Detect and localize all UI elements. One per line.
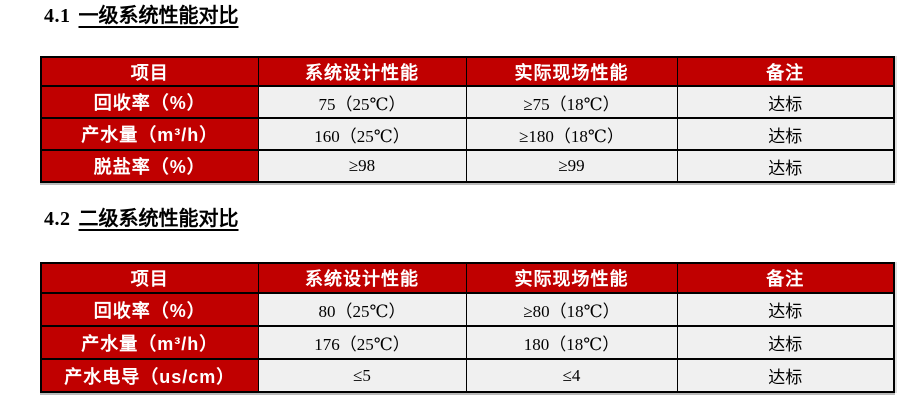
remark-cell: 达标 bbox=[676, 85, 895, 119]
design-value-cell: 80（25℃） bbox=[257, 292, 467, 327]
table-row: 脱盐率（%） ≥98 ≥99 达标 bbox=[40, 149, 895, 183]
column-header-remark: 备注 bbox=[676, 262, 895, 294]
actual-value-cell: ≥75（18℃） bbox=[465, 85, 678, 119]
section-heading-4-1: 4.1 一级系统性能对比 bbox=[44, 4, 239, 28]
section-number: 4.2 bbox=[44, 208, 71, 230]
row-header-cell: 回收率（%） bbox=[40, 85, 259, 119]
table-header-row: 项目 系统设计性能 实际现场性能 备注 bbox=[40, 262, 895, 294]
design-value-cell: ≤5 bbox=[257, 358, 467, 393]
actual-value-cell: ≥80（18℃） bbox=[465, 292, 678, 327]
column-header-remark: 备注 bbox=[676, 56, 895, 87]
table-row: 产水电导（us/cm） ≤5 ≤4 达标 bbox=[40, 358, 895, 393]
remark-cell: 达标 bbox=[676, 358, 895, 393]
actual-value-cell: ≥180（18℃） bbox=[465, 117, 678, 151]
column-header-item: 项目 bbox=[40, 262, 259, 294]
section-title: 二级系统性能对比 bbox=[78, 208, 239, 230]
section-heading-4-2: 4.2 二级系统性能对比 bbox=[44, 207, 239, 231]
performance-table-level-1: 项目 系统设计性能 实际现场性能 备注 回收率（%） 75（25℃） ≥75（1… bbox=[40, 56, 895, 183]
table-row: 产水量（m³/h） 160（25℃） ≥180（18℃） 达标 bbox=[40, 117, 895, 151]
column-header-item: 项目 bbox=[40, 56, 259, 87]
remark-cell: 达标 bbox=[676, 149, 895, 183]
table-header-row: 项目 系统设计性能 实际现场性能 备注 bbox=[40, 56, 895, 87]
column-header-design: 系统设计性能 bbox=[257, 56, 467, 87]
row-header-cell: 回收率（%） bbox=[40, 292, 259, 327]
column-header-design: 系统设计性能 bbox=[257, 262, 467, 294]
performance-table-level-2: 项目 系统设计性能 实际现场性能 备注 回收率（%） 80（25℃） ≥80（1… bbox=[40, 262, 895, 393]
row-header-cell: 产水电导（us/cm） bbox=[40, 358, 259, 393]
row-header-cell: 脱盐率（%） bbox=[40, 149, 259, 183]
table-row: 产水量（m³/h） 176（25℃） 180（18℃） 达标 bbox=[40, 325, 895, 360]
design-value-cell: 160（25℃） bbox=[257, 117, 467, 151]
remark-cell: 达标 bbox=[676, 292, 895, 327]
design-value-cell: 75（25℃） bbox=[257, 85, 467, 119]
row-header-cell: 产水量（m³/h） bbox=[40, 325, 259, 360]
actual-value-cell: 180（18℃） bbox=[465, 325, 678, 360]
row-header-cell: 产水量（m³/h） bbox=[40, 117, 259, 151]
actual-value-cell: ≤4 bbox=[465, 358, 678, 393]
design-value-cell: ≥98 bbox=[257, 149, 467, 183]
section-number: 4.1 bbox=[44, 5, 71, 27]
section-title: 一级系统性能对比 bbox=[78, 5, 239, 27]
table-row: 回收率（%） 75（25℃） ≥75（18℃） 达标 bbox=[40, 85, 895, 119]
remark-cell: 达标 bbox=[676, 325, 895, 360]
remark-cell: 达标 bbox=[676, 117, 895, 151]
table-row: 回收率（%） 80（25℃） ≥80（18℃） 达标 bbox=[40, 292, 895, 327]
column-header-actual: 实际现场性能 bbox=[465, 56, 678, 87]
actual-value-cell: ≥99 bbox=[465, 149, 678, 183]
column-header-actual: 实际现场性能 bbox=[465, 262, 678, 294]
design-value-cell: 176（25℃） bbox=[257, 325, 467, 360]
